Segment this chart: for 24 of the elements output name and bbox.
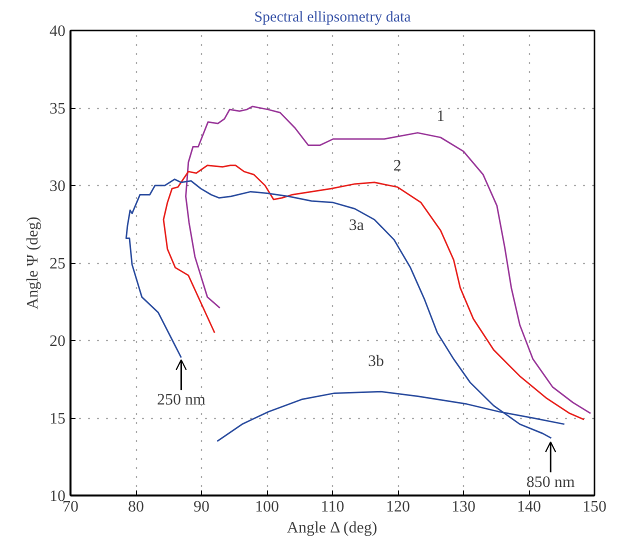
annotation: 850 nm: [526, 474, 576, 491]
y-tick-label: 35: [50, 100, 66, 118]
x-tick-label: 140: [517, 498, 541, 516]
line-series: [185, 106, 592, 414]
x-tick-label: 150: [582, 498, 606, 516]
y-tick-label: 15: [50, 410, 66, 428]
chart-title: Spectral ellipsometry data: [254, 10, 412, 26]
x-tick-label: 120: [386, 498, 410, 516]
series-label: 1: [436, 108, 445, 125]
y-tick-label: 30: [50, 178, 66, 195]
annotation: 250 nm: [156, 392, 206, 409]
y-tick-label: 20: [50, 333, 66, 350]
y-axis-title: Angle Ψ (deg): [24, 216, 42, 310]
series-label: 2: [393, 158, 402, 175]
x-tick-label: 110: [320, 498, 344, 516]
y-tick-label: 25: [50, 256, 66, 272]
series-label: 3a: [348, 217, 364, 234]
y-tick-label: 40: [50, 23, 66, 40]
x-tick-label: 100: [255, 498, 279, 516]
series-label: 3b: [368, 353, 384, 370]
x-tick-label: 130: [452, 498, 476, 516]
x-tick-label: 90: [194, 498, 210, 516]
x-tick-label: 80: [128, 498, 144, 516]
x-axis-title: Angle Δ (deg): [286, 520, 378, 536]
